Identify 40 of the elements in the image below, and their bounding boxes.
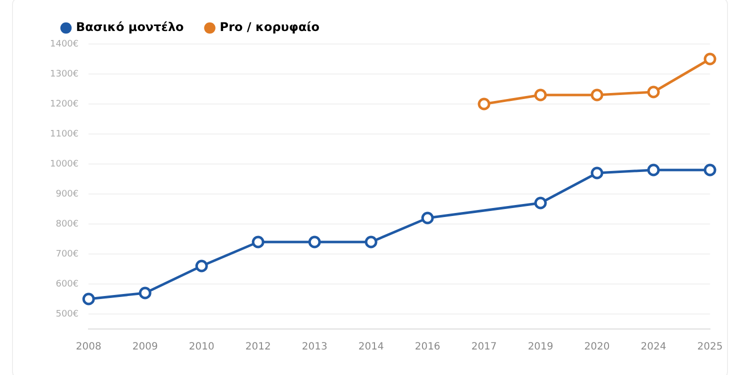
point (82, 292, 95, 306)
x-tick-label: 2016 (414, 342, 440, 353)
y-tick-label: 1000€ (50, 159, 79, 170)
x-tick-label: 2008 (76, 342, 102, 353)
point (252, 236, 264, 248)
y-tick-label: 600€ (56, 279, 79, 290)
point (478, 98, 490, 110)
x-tick-label: 2024 (640, 342, 666, 353)
point (308, 236, 321, 248)
point (647, 164, 660, 176)
x-tick-label: 2017 (471, 342, 497, 353)
point (364, 236, 378, 248)
legend-label: Βασικό μοντέλο (76, 20, 184, 34)
point (590, 166, 604, 180)
y-tick-label: 500€ (56, 309, 79, 320)
x-tick-label: 2013 (302, 342, 328, 353)
y-tick-label: 1200€ (50, 99, 79, 110)
y-tick-label: 1100€ (50, 129, 79, 140)
y-tick-label: 1400€ (50, 39, 79, 50)
x-tick-label: 2009 (132, 342, 158, 353)
y-tick-label: 700€ (56, 249, 79, 260)
point (704, 164, 716, 176)
point (534, 196, 547, 210)
legend-label: Pro / κορυφαίο (220, 20, 320, 34)
x-tick-label: 2010 (188, 342, 214, 353)
point (647, 86, 660, 98)
y-tick-label: 900€ (56, 189, 79, 200)
x-tick-label: 2014 (358, 342, 384, 353)
point (590, 88, 604, 102)
point (421, 212, 434, 224)
point (534, 88, 547, 102)
x-tick-label: 2020 (584, 342, 610, 353)
x-tick-label: 2019 (528, 342, 554, 353)
point (195, 260, 208, 272)
x-tick-label: 2012 (245, 342, 271, 353)
point (704, 52, 716, 66)
point (138, 286, 152, 300)
y-tick-label: 800€ (56, 219, 79, 230)
x-tick-label: 2025 (697, 342, 723, 353)
y-tick-label: 1300€ (50, 69, 79, 80)
